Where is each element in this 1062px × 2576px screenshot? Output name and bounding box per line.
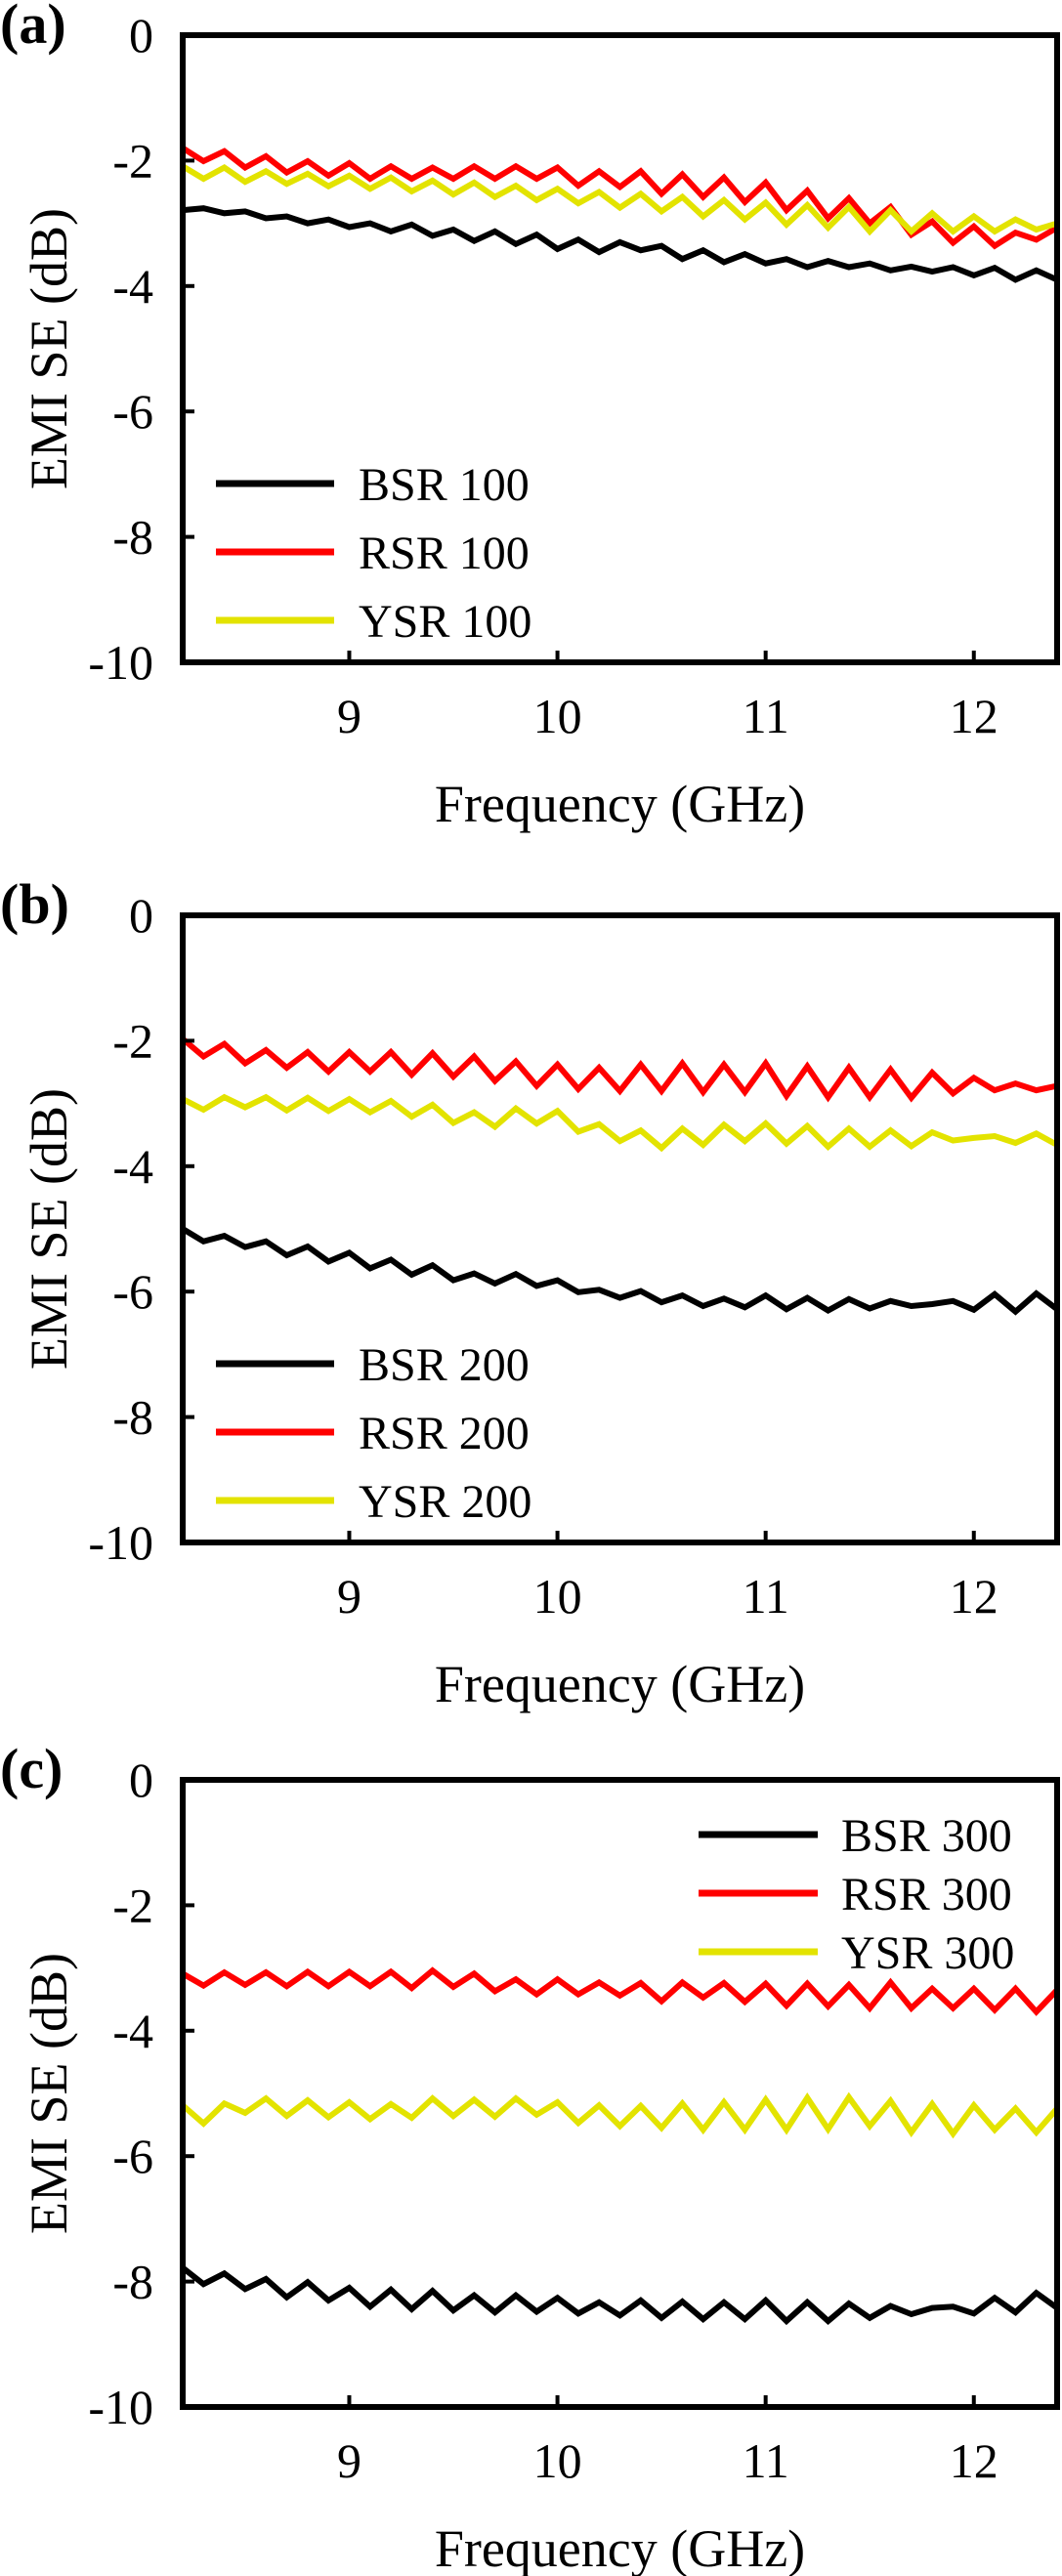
legend-label: RSR 100 [359,528,530,579]
y-tick-label: -4 [112,1139,153,1194]
series-line-rsr-200 [183,1036,1057,1103]
y-axis-title: EMI SE (dB) [20,208,78,489]
legend: BSR 300 RSR 300 YSR 300 [699,1810,1014,1979]
y-tick-label: -10 [88,635,153,690]
y-tick-label: -2 [112,133,153,188]
legend-item: YSR 100 [216,596,531,648]
x-tick-label: 9 [337,2433,361,2488]
chart-panel-2: (b) 0 -2 -4 -6 -8 -10 9 10 11 12 Frequency (GHz) EMI… [0,872,1060,1713]
x-tick-label: 12 [950,2433,998,2488]
x-tick-label: 11 [743,2433,789,2488]
chart-panel-1: (a) 0 -2 -4 -6 -8 -10 9 10 11 12 Frequency (GHz) EMI… [0,0,1060,833]
x-tick-label: 12 [950,689,998,743]
y-tick-label: -8 [112,2255,153,2309]
x-axis-title: Frequency (GHz) [435,1655,805,1713]
x-tick-label: 10 [533,689,582,743]
y-axis-title: EMI SE (dB) [20,1088,78,1370]
series-lines [183,146,1057,283]
plot-frame [180,912,1060,1545]
series-line-bsr-300 [183,2265,1057,2326]
y-tick-label: 0 [129,8,153,63]
x-tick-label: 9 [337,689,361,743]
plot-frame [180,32,1060,665]
x-tick-label: 9 [337,1569,361,1624]
legend-label: BSR 300 [841,1810,1012,1862]
chart-panel-3: (c) 0 -2 -4 -6 -8 -10 9 10 11 12 Frequency (GHz) EMI… [0,1737,1060,2576]
y-tick-label: -4 [112,2004,153,2058]
legend-label: RSR 300 [841,1869,1012,1921]
series-lines [183,1966,1057,2326]
series-line-rsr-100 [183,146,1057,250]
x-tick-label: 11 [743,689,789,743]
legend-label: YSR 100 [359,596,531,648]
y-tick-label: -6 [112,1264,153,1319]
y-tick-label: -10 [88,1515,153,1570]
x-axis-title: Frequency (GHz) [435,775,805,833]
y-tick-label: -8 [112,1390,153,1445]
legend: BSR 100 RSR 100 YSR 100 [216,459,531,648]
x-tick-label: 11 [743,1569,789,1624]
y-tick-label: 0 [129,888,153,943]
legend-item: BSR 200 [216,1339,530,1391]
series-line-bsr-200 [183,1226,1057,1316]
series-line-bsr-100 [183,205,1057,283]
legend-label: BSR 100 [359,459,530,511]
y-axis-title: EMI SE (dB) [20,1953,78,2234]
legend-label: YSR 200 [359,1476,531,1528]
x-axis-title: Frequency (GHz) [435,2519,805,2576]
legend-item: RSR 100 [216,528,530,579]
legend-label: BSR 200 [359,1339,530,1391]
legend-item: RSR 200 [216,1408,530,1459]
legend-item: YSR 200 [216,1476,531,1528]
legend-item: RSR 300 [699,1869,1012,1921]
y-tick-label: 0 [129,1753,153,1807]
series-line-rsr-300 [183,1966,1057,2016]
y-tick-label: -2 [112,1013,153,1068]
legend: BSR 200 RSR 200 YSR 200 [216,1339,531,1528]
legend-label: YSR 300 [841,1927,1014,1979]
plot-frame [180,1777,1060,2410]
y-tick-label: -8 [112,510,153,565]
series-line-ysr-200 [183,1093,1057,1153]
legend-item: YSR 300 [699,1927,1014,1979]
y-tick-label: -6 [112,384,153,439]
y-tick-label: -10 [88,2380,153,2434]
x-tick-label: 12 [950,1569,998,1624]
panel-label: (c) [0,1737,63,1800]
series-line-ysr-100 [183,163,1057,236]
series-line-ysr-300 [183,2091,1057,2139]
legend-item: BSR 300 [699,1810,1012,1862]
panel-label: (a) [0,0,66,56]
x-tick-label: 10 [533,2433,582,2488]
y-tick-label: -6 [112,2129,153,2183]
y-tick-label: -2 [112,1878,153,1932]
legend-item: BSR 100 [216,459,530,511]
y-tick-label: -4 [112,259,153,314]
panel-label: (b) [0,872,69,936]
legend-label: RSR 200 [359,1408,530,1459]
x-tick-label: 10 [533,1569,582,1624]
series-lines [183,1036,1057,1316]
